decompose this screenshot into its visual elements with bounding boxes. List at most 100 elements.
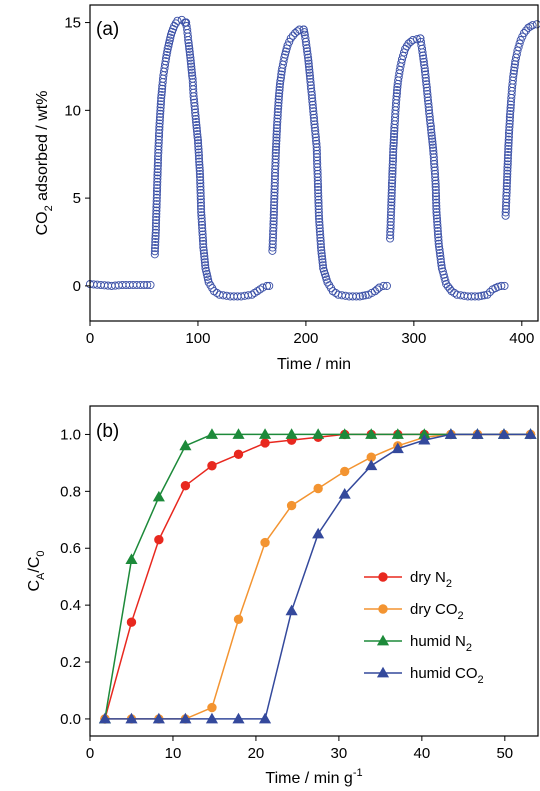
data-point [151,222,160,231]
data-point [273,120,282,130]
y-tick-label: 1.0 [60,426,81,443]
data-point [199,249,209,258]
data-point [308,94,317,103]
data-point [436,255,445,264]
data-point [304,62,314,71]
series-marker [378,572,388,582]
data-point [187,62,196,71]
data-point [305,68,314,77]
series-marker [338,428,351,439]
series-marker [285,604,298,616]
panel-b-ylabel-main: C [26,580,43,592]
data-point [316,240,325,249]
data-point [302,44,311,53]
data-point [269,226,278,236]
data-point [275,83,284,92]
x-tick-label: 30 [331,745,348,762]
data-point [154,132,164,141]
data-point [153,168,162,177]
data-point [153,174,162,183]
data-point [200,255,209,264]
legend-item-3: humid N2 [364,633,472,654]
data-point [387,207,396,217]
data-point [431,189,440,198]
data-point [286,34,295,43]
series-4 [98,428,537,724]
data-point [434,233,443,242]
data-point [164,42,173,51]
data-point [156,103,165,112]
cycle-2-adsorption [268,25,308,255]
data-point [185,44,194,53]
data-point [156,106,165,115]
data-point [151,219,161,228]
data-point [420,60,429,70]
data-point [154,148,163,157]
series-marker [376,634,390,646]
data-point [435,248,444,258]
data-point [155,129,164,138]
data-point [509,72,518,82]
data-point [433,230,443,239]
data-point [196,172,205,182]
data-point [271,158,280,167]
data-point [315,221,324,230]
data-point [312,139,321,148]
data-point [428,143,438,152]
series-marker [258,712,272,724]
data-point [504,147,513,157]
data-point [504,132,513,141]
data-point [421,73,430,82]
data-point [196,188,205,198]
data-point [196,179,205,188]
data-point [387,179,397,188]
series-marker [378,604,388,614]
data-point [200,258,209,267]
data-point [194,154,204,163]
data-point [313,176,322,185]
y-tick-label: 0.8 [60,483,81,500]
data-point [434,236,443,245]
data-point [150,250,159,259]
data-point [432,198,441,207]
data-point [425,115,435,125]
data-point [425,109,434,118]
data-point [314,208,323,217]
series-marker [285,428,298,439]
data-point [388,169,397,178]
data-point [274,104,283,113]
data-point [474,292,483,301]
data-point [387,198,396,207]
data-point [519,29,529,38]
data-point [440,273,449,282]
data-point [273,111,282,120]
data-point [431,192,441,201]
data-point [196,195,205,204]
series-marker [365,459,378,471]
series-marker [233,614,244,625]
data-point [269,220,278,229]
cycle-3-desorption [416,34,509,301]
data-point [269,210,278,219]
data-point [272,136,281,145]
data-point [302,40,311,50]
series-marker [286,500,297,511]
data-point [317,249,326,258]
data-point [509,66,519,75]
data-point [270,185,279,194]
data-point [389,151,398,160]
data-point [432,211,441,220]
data-point [273,114,282,123]
data-point [311,133,320,142]
data-point [388,154,398,163]
data-point [269,207,278,216]
data-point [153,165,162,174]
data-point [532,20,540,29]
data-point [313,173,322,182]
data-point [382,281,391,290]
data-point [430,159,439,169]
data-point [502,198,511,207]
x-tick-label: 300 [401,330,426,347]
data-point [269,223,278,232]
legend-label: dry CO2 [410,601,464,622]
